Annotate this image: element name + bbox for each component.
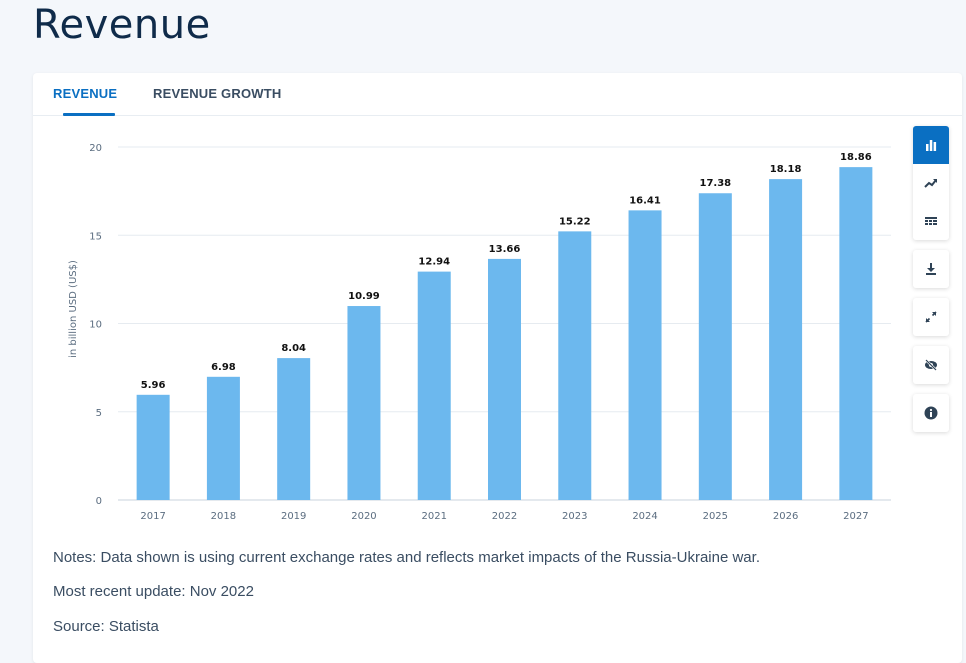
tab-revenue-growth[interactable]: REVENUE GROWTH bbox=[153, 86, 282, 101]
bar-2026[interactable] bbox=[769, 179, 803, 501]
active-tab-indicator bbox=[63, 113, 115, 116]
y-tick-label: 5 bbox=[96, 408, 102, 419]
bar-2019[interactable] bbox=[277, 358, 311, 500]
x-tick-label: 2021 bbox=[422, 511, 447, 522]
tab-bar: REVENUE REVENUE GROWTH bbox=[33, 73, 962, 116]
bar-2024[interactable] bbox=[628, 210, 662, 500]
y-axis-ticks: 0 5 10 15 20 bbox=[89, 143, 102, 507]
bar-2018[interactable] bbox=[206, 376, 240, 500]
chart-type-toolbar bbox=[913, 126, 949, 240]
hide-button[interactable] bbox=[913, 346, 949, 384]
bar-2023[interactable] bbox=[558, 231, 592, 500]
bar-2027[interactable] bbox=[839, 167, 873, 500]
x-tick-label: 2023 bbox=[562, 511, 587, 522]
page-title: Revenue bbox=[33, 2, 211, 48]
value-label: 18.18 bbox=[770, 164, 802, 175]
x-tick-label: 2025 bbox=[703, 511, 728, 522]
y-tick-label: 10 bbox=[89, 320, 102, 331]
value-label: 8.04 bbox=[281, 343, 306, 354]
table-grid-icon bbox=[925, 217, 937, 225]
x-tick-label: 2026 bbox=[773, 511, 798, 522]
line-chart-button[interactable] bbox=[913, 164, 949, 202]
tab-revenue[interactable]: REVENUE bbox=[53, 86, 118, 101]
bar-2025[interactable] bbox=[698, 193, 732, 501]
bar-2021[interactable] bbox=[417, 271, 451, 500]
value-labels: 5.96 6.98 8.04 10.99 12.94 13.66 15.22 16.41 17.… bbox=[141, 152, 872, 391]
bar-2022[interactable] bbox=[488, 258, 521, 500]
value-label: 18.86 bbox=[840, 152, 872, 163]
notes-text: Notes: Data shown is using current excha… bbox=[53, 549, 760, 566]
trend-line-icon bbox=[924, 179, 937, 188]
x-tick-label: 2017 bbox=[140, 511, 165, 522]
info-button[interactable] bbox=[913, 394, 949, 432]
table-view-button[interactable] bbox=[913, 202, 949, 240]
x-tick-label: 2020 bbox=[351, 511, 376, 522]
bar-chart-button[interactable] bbox=[913, 126, 949, 164]
bar-chart-icon bbox=[926, 140, 937, 151]
y-tick-label: 20 bbox=[89, 143, 102, 154]
x-tick-label: 2024 bbox=[632, 511, 657, 522]
value-label: 17.38 bbox=[699, 178, 731, 189]
bar-chart: 0 5 10 15 20 5.96 6.98 8.04 10.99 12.94 13.66 15.2… bbox=[68, 143, 891, 522]
expand-icon bbox=[925, 311, 937, 323]
x-tick-label: 2018 bbox=[211, 511, 236, 522]
y-axis-title: in billion USD (US$) bbox=[68, 260, 79, 358]
info-icon bbox=[924, 406, 938, 420]
value-label: 12.94 bbox=[418, 257, 450, 268]
source-text: Source: Statista bbox=[53, 618, 159, 635]
y-tick-label: 0 bbox=[96, 496, 102, 507]
x-axis-ticks: 2017 2018 2019 2020 2021 2022 2023 2024 2025 2026… bbox=[140, 511, 868, 522]
value-label: 16.41 bbox=[629, 195, 661, 206]
chart-card: REVENUE REVENUE GROWTH 0 5 10 15 20 5.96 6.98… bbox=[33, 73, 962, 663]
fullscreen-button[interactable] bbox=[913, 298, 949, 336]
hide-icon bbox=[925, 359, 937, 371]
value-label: 10.99 bbox=[348, 291, 380, 302]
download-icon bbox=[926, 263, 936, 275]
x-tick-label: 2019 bbox=[281, 511, 306, 522]
x-tick-label: 2027 bbox=[843, 511, 868, 522]
value-label: 13.66 bbox=[489, 244, 521, 255]
value-label: 15.22 bbox=[559, 216, 591, 227]
value-label: 6.98 bbox=[211, 362, 236, 373]
bar-2020[interactable] bbox=[347, 306, 381, 500]
bar-2017[interactable] bbox=[136, 394, 170, 500]
update-text: Most recent update: Nov 2022 bbox=[53, 583, 254, 600]
x-tick-label: 2022 bbox=[492, 511, 517, 522]
value-label: 5.96 bbox=[141, 380, 166, 391]
download-button[interactable] bbox=[913, 250, 949, 288]
y-tick-label: 15 bbox=[89, 231, 102, 242]
bars bbox=[136, 167, 873, 501]
